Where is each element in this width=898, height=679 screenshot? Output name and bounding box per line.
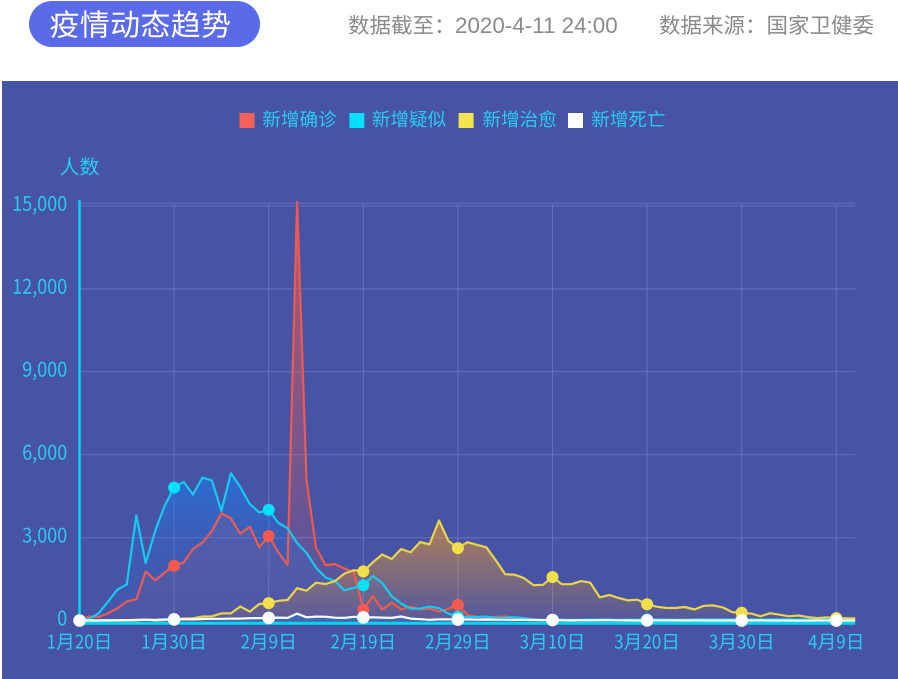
svg-text:2020-4-11 24:00: 2020-4-11 24:00 bbox=[455, 13, 618, 38]
